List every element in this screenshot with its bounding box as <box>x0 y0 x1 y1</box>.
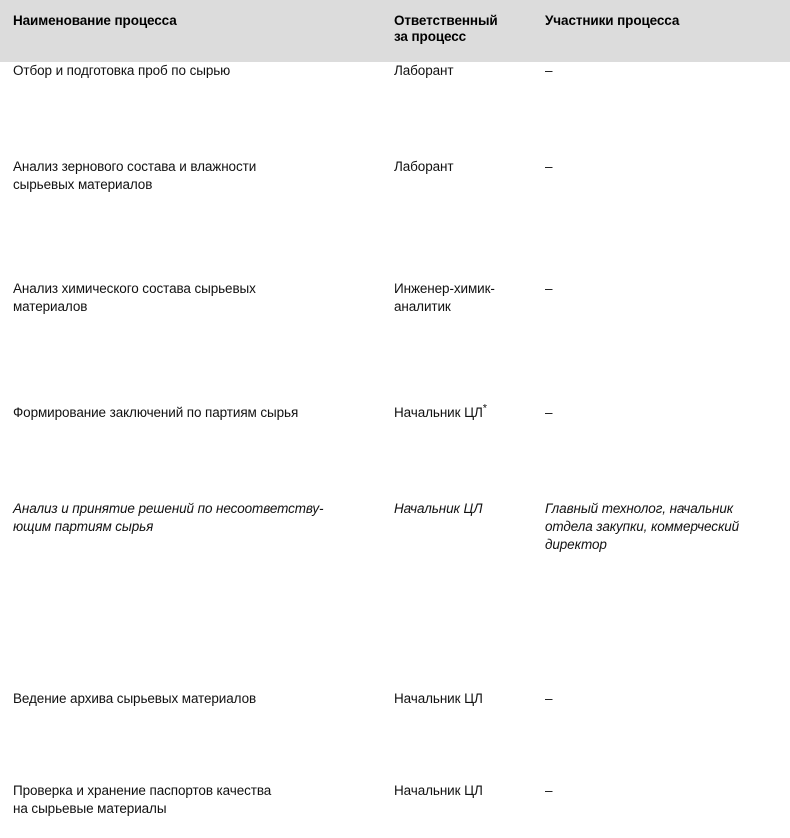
column-header-responsible: Ответственный за процесс <box>394 13 498 44</box>
cell-responsible: Начальник ЦЛ <box>394 783 483 798</box>
cell-participants: – <box>545 159 553 174</box>
table-row: Проверка и хранение паспортов качества н… <box>0 782 790 838</box>
cell-process-name: Анализ химического состава сырьевых мате… <box>13 281 256 314</box>
cell-process-name: Проверка и хранение паспортов качества н… <box>13 783 272 816</box>
cell-participants: – <box>545 783 553 798</box>
cell-process-name: Отбор и подготовка проб по сырью <box>13 63 231 78</box>
cell-responsible-text: Начальник ЦЛ <box>394 405 483 420</box>
table-row: Анализ химического состава сырьевых мате… <box>0 280 790 342</box>
cell-responsible: Начальник ЦЛ <box>394 691 483 706</box>
process-responsibility-table: Наименование процесса Ответственный за п… <box>0 0 790 816</box>
cell-participants: – <box>545 281 553 296</box>
column-header-process-name: Наименование процесса <box>13 13 177 28</box>
cell-participants: Главный технолог, начальник отдела закуп… <box>545 501 740 552</box>
cell-responsible: Начальник ЦЛ* <box>394 402 540 422</box>
table-header-row: Наименование процесса Ответственный за п… <box>0 0 790 62</box>
cell-participants: – <box>545 405 553 420</box>
cell-process-name: Анализ зернового состава и влажности сыр… <box>13 159 257 192</box>
table-row: Ведение архива сырьевых материалов Начал… <box>0 690 790 736</box>
cell-responsible: Лаборант <box>394 63 454 78</box>
cell-participants: – <box>545 63 553 78</box>
table-body: Отбор и подготовка проб по сырью Лаборан… <box>0 62 790 816</box>
cell-responsible: Начальник ЦЛ <box>394 501 483 516</box>
cell-process-name: Анализ и принятие решений по несоответст… <box>13 501 324 534</box>
table-row: Отбор и подготовка проб по сырью Лаборан… <box>0 62 790 110</box>
table-row: Анализ зернового состава и влажности сыр… <box>0 158 790 219</box>
cell-responsible: Инженер-химик- аналитик <box>394 281 495 314</box>
cell-process-name: Ведение архива сырьевых материалов <box>13 691 257 706</box>
footnote-asterisk-marker: * <box>482 402 487 415</box>
column-header-participants: Участники процесса <box>545 13 680 28</box>
table-row: Анализ и принятие решений по несоответст… <box>0 500 790 595</box>
table-row: Формирование заключений по партиям сырья… <box>0 402 790 452</box>
cell-process-name: Формирование заключений по партиям сырья <box>13 405 299 420</box>
cell-responsible: Лаборант <box>394 159 454 174</box>
cell-participants: – <box>545 691 553 706</box>
